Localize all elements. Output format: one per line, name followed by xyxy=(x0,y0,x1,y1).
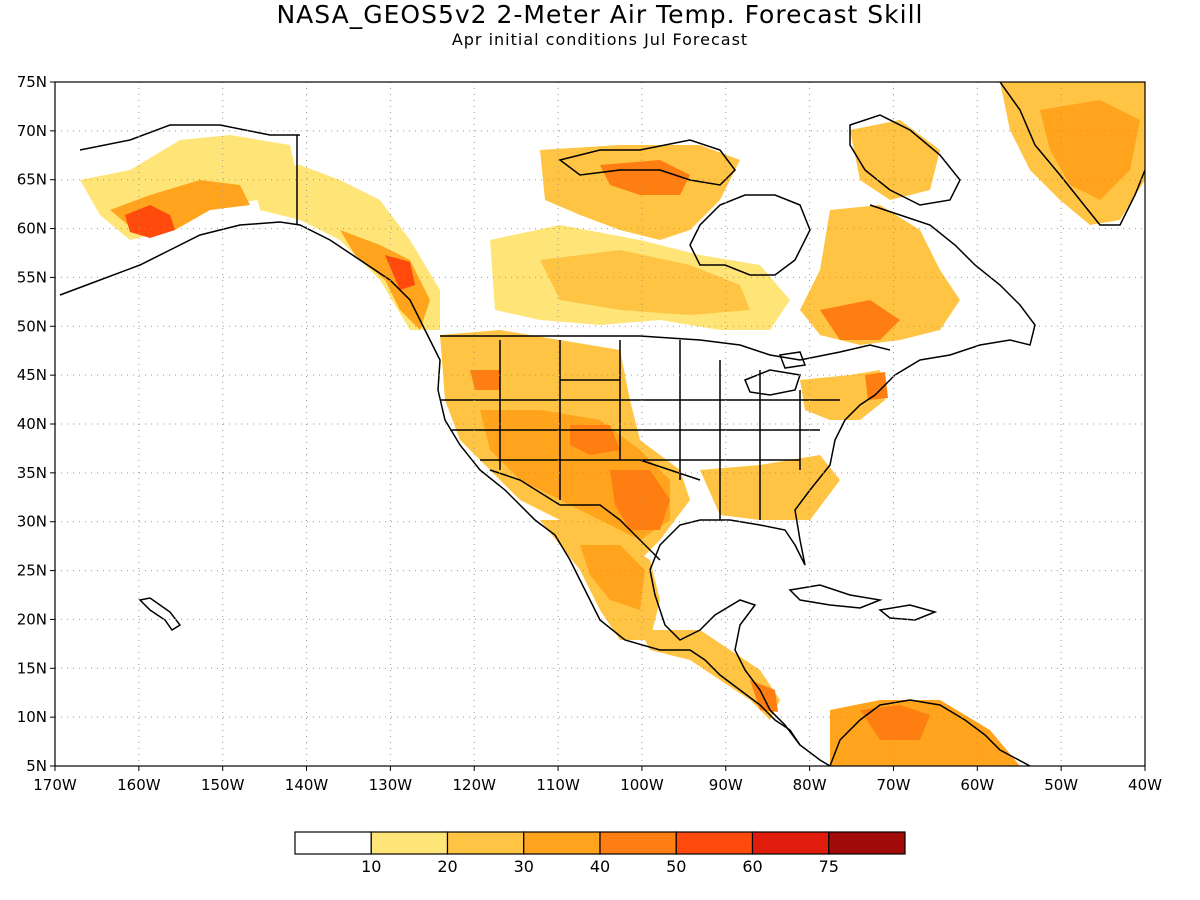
skill-region-canada-north-peak xyxy=(600,160,690,195)
skill-region-northeast-us xyxy=(800,370,885,420)
lat-tick-label: 15N xyxy=(17,659,47,677)
coastline-hawaii xyxy=(138,597,182,632)
colorbar-label: 50 xyxy=(666,857,686,876)
colorbar-swatch xyxy=(599,831,677,855)
lon-tick-label: 160W xyxy=(117,776,161,794)
map-title: NASA_GEOS5v2 2-Meter Air Temp. Forecast … xyxy=(276,0,924,29)
coastline-arctic-2 xyxy=(558,139,736,186)
skill-region-central-america-peak xyxy=(750,680,778,712)
colorbar-label: 40 xyxy=(590,857,610,876)
lon-tick-label: 40W xyxy=(1128,776,1162,794)
coastline-cuba xyxy=(788,584,883,609)
skill-region-quebec-peak xyxy=(820,300,900,340)
border-us-mexico xyxy=(489,469,661,561)
colorbar-swatch xyxy=(523,831,601,855)
skill-region-greenland-inner xyxy=(1040,100,1140,200)
skill-region-newengland-peak xyxy=(865,372,888,400)
lat-tick-label: 30N xyxy=(17,513,47,531)
map-subtitle: Apr initial conditions Jul Forecast xyxy=(451,30,749,49)
lat-tick-label: 55N xyxy=(17,268,47,286)
colorbar-swatch xyxy=(828,831,906,855)
skill-region-southeast-us xyxy=(700,455,840,520)
graticule xyxy=(55,82,1145,766)
lon-tick-label: 120W xyxy=(452,776,496,794)
skill-region-bc-peak xyxy=(385,255,415,290)
lat-tick-label: 75N xyxy=(17,73,47,91)
lon-tick-label: 150W xyxy=(201,776,245,794)
lon-tick-label: 80W xyxy=(793,776,827,794)
skill-region-bc-coast xyxy=(340,230,430,330)
lon-tick-label: 50W xyxy=(1044,776,1078,794)
border-us-canada xyxy=(440,335,891,361)
colorbar-swatch xyxy=(370,831,449,855)
lon-tick-label: 110W xyxy=(536,776,580,794)
colorbar-swatch xyxy=(675,831,754,855)
lon-tick-label: 140W xyxy=(285,776,329,794)
coastline-south-america xyxy=(829,699,1031,766)
skill-region-baffin xyxy=(850,120,940,200)
coastline-north-america xyxy=(59,221,831,766)
lat-tick-label: 20N xyxy=(17,610,47,628)
lon-tick-label: 90W xyxy=(709,776,743,794)
colorbar-swatch xyxy=(294,831,372,855)
skill-region-central-america xyxy=(640,630,780,720)
coastline-gulf xyxy=(649,204,1036,746)
lon-tick-label: 100W xyxy=(620,776,664,794)
lat-tick-label: 35N xyxy=(17,464,47,482)
lat-tick-label: 65N xyxy=(17,171,47,189)
lat-tick-label: 40N xyxy=(17,415,47,433)
state-borders xyxy=(440,340,840,520)
coastlines xyxy=(59,82,1145,766)
lat-tick-label: 50N xyxy=(17,317,47,335)
skill-region-idaho xyxy=(470,370,500,390)
lat-tick-label: 5N xyxy=(26,757,47,775)
colorbar: 10 20 30 40 50 60 75 xyxy=(294,831,906,876)
coastline-greenland xyxy=(999,82,1145,226)
colorbar-label: 60 xyxy=(742,857,762,876)
lat-tick-label: 10N xyxy=(17,708,47,726)
lon-tick-label: 60W xyxy=(960,776,994,794)
skill-region-mexico-inner xyxy=(580,545,645,610)
colorbar-label: 20 xyxy=(437,857,457,876)
latitude-labels: 75N 70N 65N 60N 55N 50N 45N 40N 35N 30N 25N 20N 15N 1… xyxy=(17,73,55,775)
lat-tick-label: 45N xyxy=(17,366,47,384)
coastline-hispaniola xyxy=(878,604,938,621)
lat-tick-label: 25N xyxy=(17,562,47,580)
skill-region-south-america xyxy=(830,700,1020,766)
skill-region-canada-central-inner xyxy=(540,250,750,315)
lat-tick-label: 70N xyxy=(17,122,47,140)
coastline-arctic-1 xyxy=(79,124,300,151)
longitude-labels: 170W 160W 150W 140W 130W 120W 110W 100W 90W 80W 70… xyxy=(33,766,1162,794)
coastline-great-lakes xyxy=(744,351,807,396)
colorbar-label: 75 xyxy=(819,857,839,876)
skill-region-south-america-peak xyxy=(860,705,930,740)
colorbar-label: 10 xyxy=(361,857,381,876)
skill-shading xyxy=(80,82,1145,766)
colorbar-swatch xyxy=(446,831,525,855)
skill-region-colorado xyxy=(570,425,620,455)
lat-tick-label: 60N xyxy=(17,220,47,238)
skill-region-texas-peak xyxy=(610,470,670,530)
lon-tick-label: 130W xyxy=(369,776,413,794)
lon-tick-label: 170W xyxy=(33,776,77,794)
skill-region-alaska-peak xyxy=(125,205,175,238)
colorbar-label: 30 xyxy=(514,857,534,876)
colorbar-swatch xyxy=(751,831,830,855)
coastline-baffin xyxy=(849,114,961,206)
coastline-hudson-bay xyxy=(689,194,811,276)
lon-tick-label: 70W xyxy=(877,776,911,794)
